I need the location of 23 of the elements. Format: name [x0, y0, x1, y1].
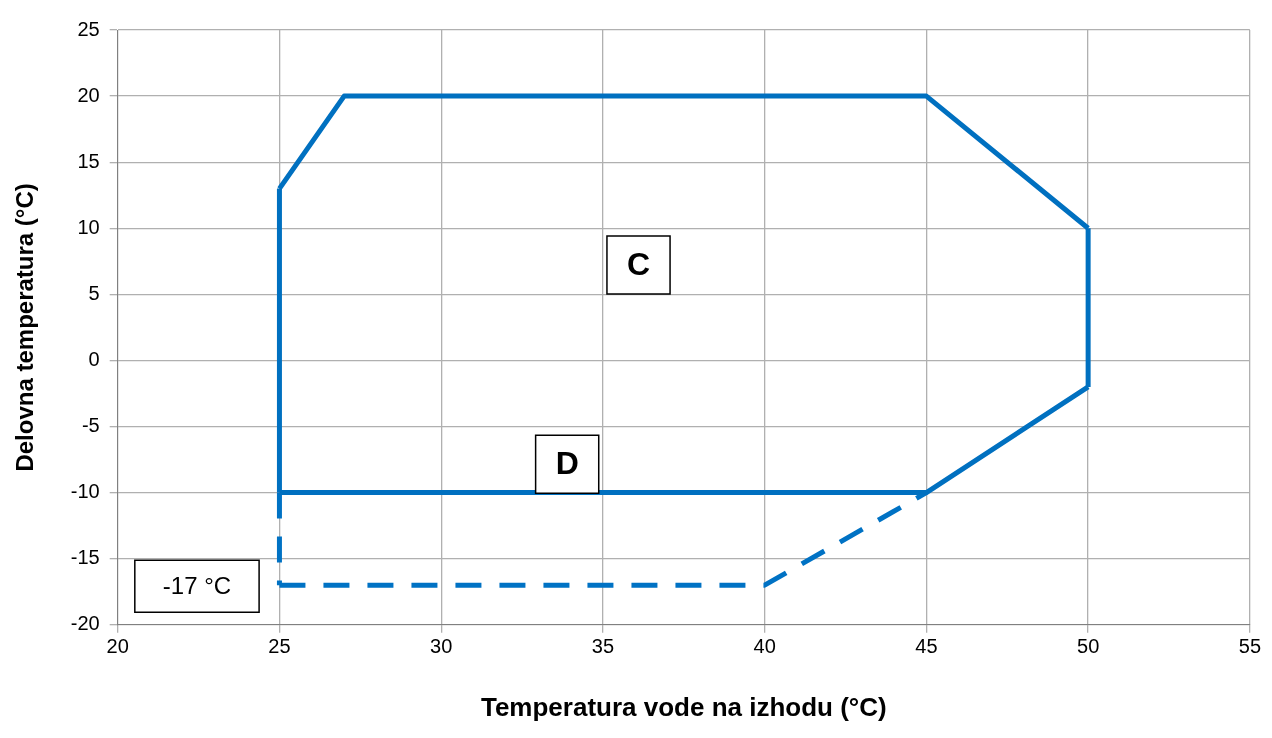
x-tick-label: 40 — [753, 635, 776, 658]
y-tick-label: 10 — [77, 215, 100, 238]
x-axis-title: Temperatura vode na izhodu (°C) — [480, 691, 887, 722]
y-tick-label: -20 — [70, 612, 100, 635]
y-tick-label: -5 — [81, 414, 100, 437]
x-tick-label: 20 — [106, 635, 129, 658]
x-tick-label: 45 — [915, 635, 938, 658]
y-tick-label: 25 — [77, 17, 100, 40]
x-tick-label: 25 — [268, 635, 291, 658]
y-tick-label: -10 — [70, 480, 100, 503]
y-tick-label: 20 — [77, 83, 100, 106]
y-axis-title: Delovna temperatura (°C) — [11, 183, 39, 472]
x-tick-label: 30 — [430, 635, 453, 658]
annotation: C — [626, 245, 651, 282]
y-tick-label: 5 — [88, 281, 100, 304]
annotation: -17 °C — [162, 571, 232, 599]
x-tick-label: 50 — [1077, 635, 1100, 658]
y-tick-label: 15 — [77, 149, 100, 172]
x-tick-label: 35 — [591, 635, 615, 658]
annotation: D — [555, 445, 579, 482]
y-tick-label: -15 — [70, 546, 100, 569]
x-tick-label: 55 — [1238, 635, 1261, 658]
y-tick-label: 0 — [88, 347, 100, 370]
